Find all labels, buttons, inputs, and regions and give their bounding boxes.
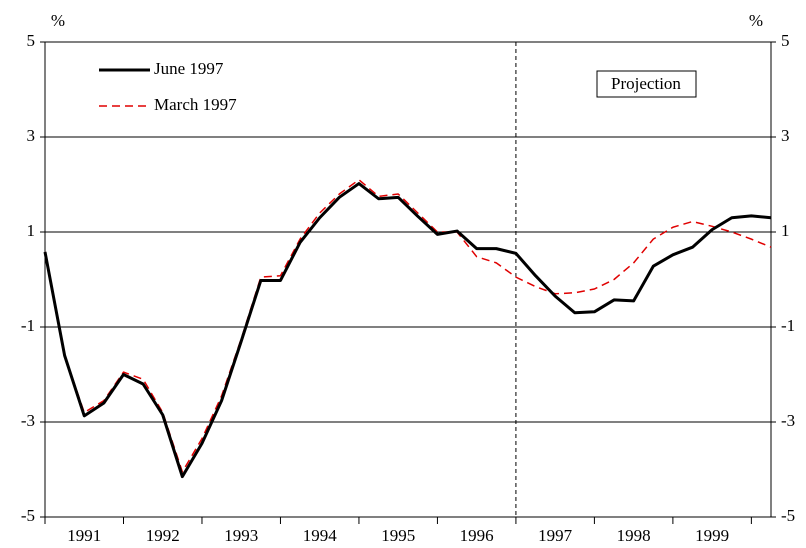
x-tick-label: 1997 [538, 526, 573, 545]
y2-tick-label: -3 [781, 411, 795, 430]
annotation-box [596, 70, 697, 98]
x-tick-label: 1996 [460, 526, 494, 545]
y2-tick-label: 5 [781, 31, 790, 50]
y-tick-label: 5 [27, 31, 36, 50]
y2-tick-label: -5 [781, 506, 795, 525]
y2-tick-label: 3 [781, 126, 790, 145]
y-tick-label: -3 [21, 411, 35, 430]
y2-tick-label: 1 [781, 221, 790, 240]
y-tick-label: 3 [27, 126, 36, 145]
x-tick-label: 1998 [617, 526, 651, 545]
y2-tick-label: -1 [781, 316, 795, 335]
x-tick-label: 1991 [67, 526, 101, 545]
y-unit-left: % [51, 11, 65, 30]
series-line [43, 182, 772, 479]
y-unit-right: % [749, 11, 763, 30]
annotation: Projection [611, 74, 681, 93]
y-tick-label: -1 [21, 316, 35, 335]
x-tick-label: 1992 [146, 526, 180, 545]
series-line [44, 179, 772, 473]
x-tick-label: 1993 [224, 526, 258, 545]
y-tick-label: 1 [27, 221, 36, 240]
x-tick-label: 1999 [695, 526, 729, 545]
x-tick-label: 1995 [381, 526, 415, 545]
y-tick-label: -5 [21, 506, 35, 525]
x-tick-label: 1994 [303, 526, 338, 545]
legend-label: June 1997 [154, 59, 224, 78]
legend-label: March 1997 [154, 95, 237, 114]
